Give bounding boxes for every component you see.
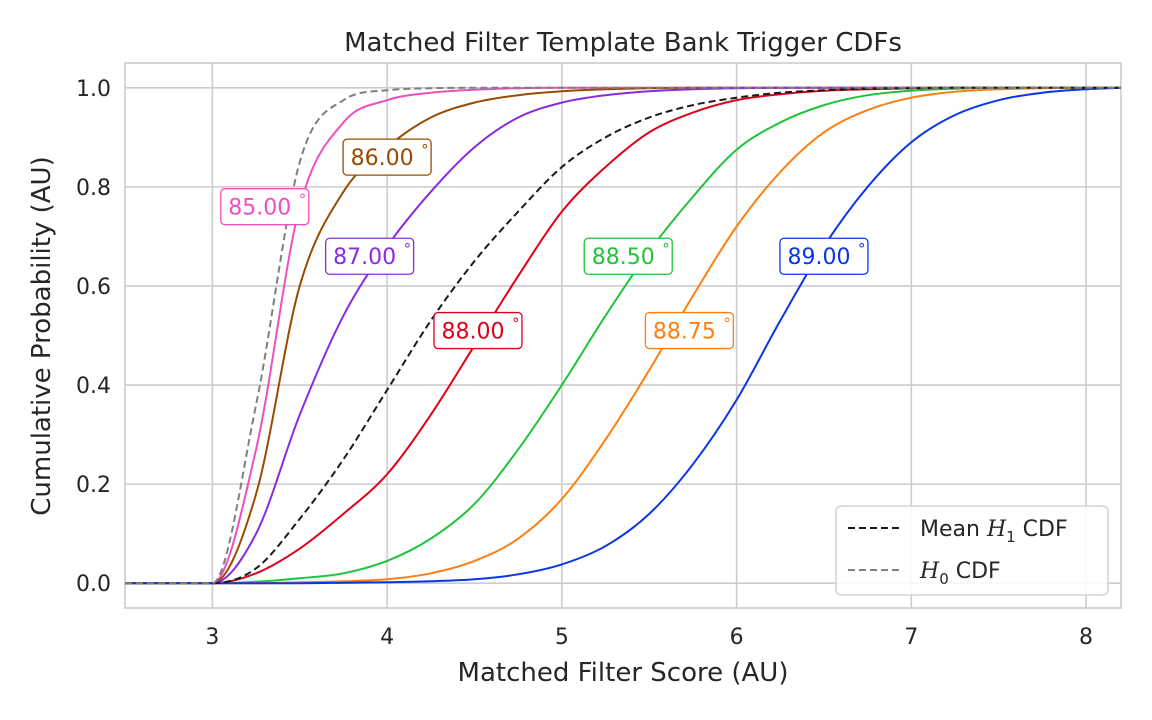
annotation-box bbox=[644, 311, 735, 350]
y-tick-label: 0.0 bbox=[76, 572, 111, 597]
annotation-0: 85.00 ° bbox=[220, 188, 310, 226]
annotation-label: 85.00 bbox=[228, 196, 291, 221]
annotation-box bbox=[583, 237, 673, 275]
plot-frame bbox=[124, 62, 1122, 609]
annotation-6: 89.00 ° bbox=[779, 237, 869, 275]
annotation-label: 88.50 bbox=[592, 245, 655, 270]
x-tick-label: 7 bbox=[904, 625, 918, 650]
series-lines bbox=[125, 86, 1121, 585]
annotation-degree: ° bbox=[299, 191, 307, 209]
y-tick-label: 1.0 bbox=[76, 77, 111, 102]
x-axis-label: Matched Filter Score (AU) bbox=[458, 658, 789, 688]
series-line-6 bbox=[125, 86, 1121, 585]
annotation-box bbox=[324, 237, 415, 275]
plot-area: 3 4 5 6 7 80.00.20.40.60.81.085.00 °86.00 °87.0… bbox=[76, 62, 1122, 650]
annotation-degree: ° bbox=[421, 141, 429, 159]
annotation-1: 86.00 ° bbox=[342, 138, 432, 176]
annotation-2: 87.00 ° bbox=[324, 237, 415, 275]
annotation-label: 89.00 bbox=[787, 245, 850, 270]
legend-entry-label: H0 CDF bbox=[919, 559, 1001, 588]
annotation-box bbox=[342, 138, 432, 176]
annotation-degree: ° bbox=[662, 240, 670, 258]
x-tick-label: 4 bbox=[380, 625, 394, 650]
annotation-box bbox=[433, 311, 523, 350]
annotation-box bbox=[779, 237, 869, 275]
annotation-degree: ° bbox=[404, 240, 412, 258]
legend-entry-label: Mean H1 CDF bbox=[920, 517, 1068, 546]
annotation-5: 88.75 ° bbox=[644, 311, 735, 350]
series-line-5 bbox=[125, 86, 1121, 585]
annotation-4: 88.50 ° bbox=[583, 237, 673, 275]
series-line-7 bbox=[125, 86, 1121, 585]
y-tick-label: 0.6 bbox=[76, 275, 111, 300]
x-tick-label: 3 bbox=[205, 625, 219, 650]
x-tick-label: 6 bbox=[730, 625, 744, 650]
annotation-label: 87.00 bbox=[333, 245, 396, 270]
chart-title: Matched Filter Template Bank Trigger CDF… bbox=[344, 28, 902, 58]
x-tick-label: 8 bbox=[1079, 625, 1093, 650]
legend-box bbox=[835, 505, 1109, 596]
series-line-8 bbox=[125, 86, 1121, 585]
annotation-box bbox=[220, 188, 310, 226]
y-tick-label: 0.4 bbox=[76, 374, 111, 399]
annotation-label: 88.75 bbox=[653, 320, 716, 345]
annotation-label: 88.00 bbox=[441, 320, 504, 345]
legend: Mean H1 CDF H0 CDF bbox=[835, 505, 1109, 596]
y-tick-label: 0.8 bbox=[76, 176, 111, 201]
y-tick-label: 0.2 bbox=[76, 473, 111, 498]
annotation-degree: ° bbox=[723, 315, 731, 333]
y-axis-label: Cumulative Probability (AU) bbox=[27, 156, 57, 515]
annotation-3: 88.00 ° bbox=[433, 311, 523, 350]
x-tick-label: 5 bbox=[555, 625, 569, 650]
annotation-degree: ° bbox=[512, 315, 519, 333]
annotation-label: 86.00 bbox=[351, 146, 414, 171]
annotation-degree: ° bbox=[858, 240, 866, 258]
